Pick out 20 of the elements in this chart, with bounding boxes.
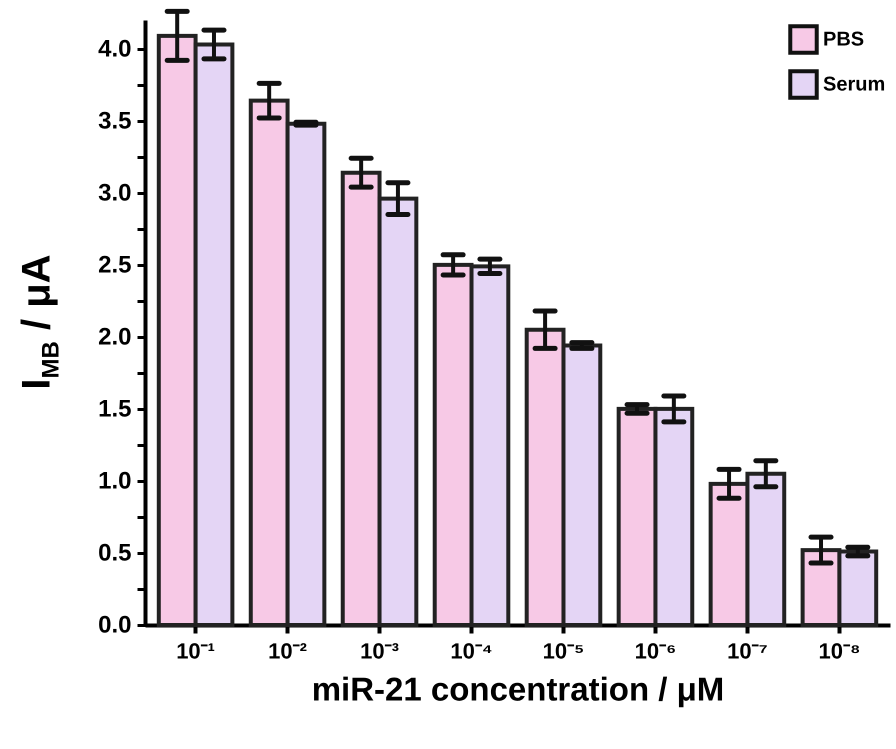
legend-label: PBS [823,28,864,50]
x-tick-label: 10⁻⁵ [542,638,584,664]
y-tick-label: 0.5 [98,539,132,566]
y-tick-label: 1.5 [98,395,132,422]
x-tick-label: 10⁻⁴ [450,638,493,664]
y-tick-label: 3.0 [98,179,132,206]
x-axis-title: miR-21 concentration / μM [312,670,724,708]
y-tick-label: 2.0 [98,323,132,350]
y-tick-label: 2.5 [98,251,132,278]
y-tick-label: 0.0 [98,612,132,638]
x-tick-label: 10⁻² [268,638,307,664]
x-tick-label: 10⁻³ [360,638,399,664]
x-tick-label: 10⁻⁸ [818,638,860,664]
y-tick-label: 4.0 [98,35,132,62]
y-tick-label: 1.0 [98,467,132,494]
x-tick-label: 10⁻⁶ [634,638,676,664]
x-tick-label: 10⁻⁷ [727,638,768,664]
x-tick-label: 10⁻¹ [176,638,215,664]
legend-label: Serum [823,74,886,96]
y-tick-label: 3.5 [98,107,132,134]
